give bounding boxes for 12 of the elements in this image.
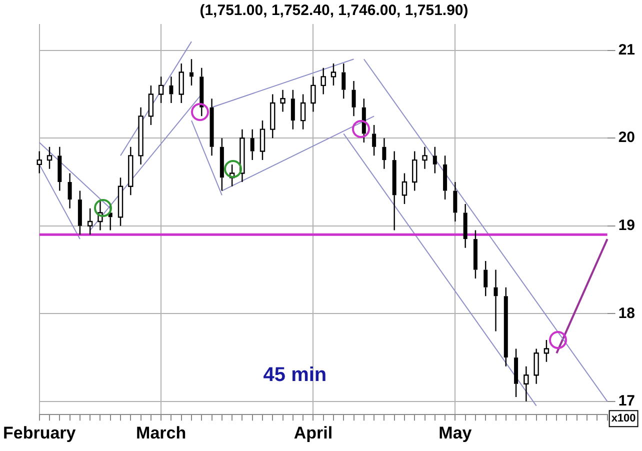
y-tick-label: 20 [618, 129, 636, 146]
annotation: 45 min [263, 364, 327, 386]
y-tick-label: 17 [618, 392, 636, 410]
y-tick-label: 21 [618, 41, 636, 58]
text: x100 [611, 412, 636, 425]
x-tick-label: February [3, 423, 76, 442]
x-tick-label: May [438, 423, 472, 442]
x-tick-label: March [136, 423, 186, 442]
chart-title: (1,751.00, 1,752.40, 1,746.00, 1,751.90) [200, 2, 468, 20]
y-tick-label: 19 [618, 217, 636, 234]
y-tick-label: 18 [618, 304, 636, 322]
x-tick-label: April [294, 423, 333, 442]
